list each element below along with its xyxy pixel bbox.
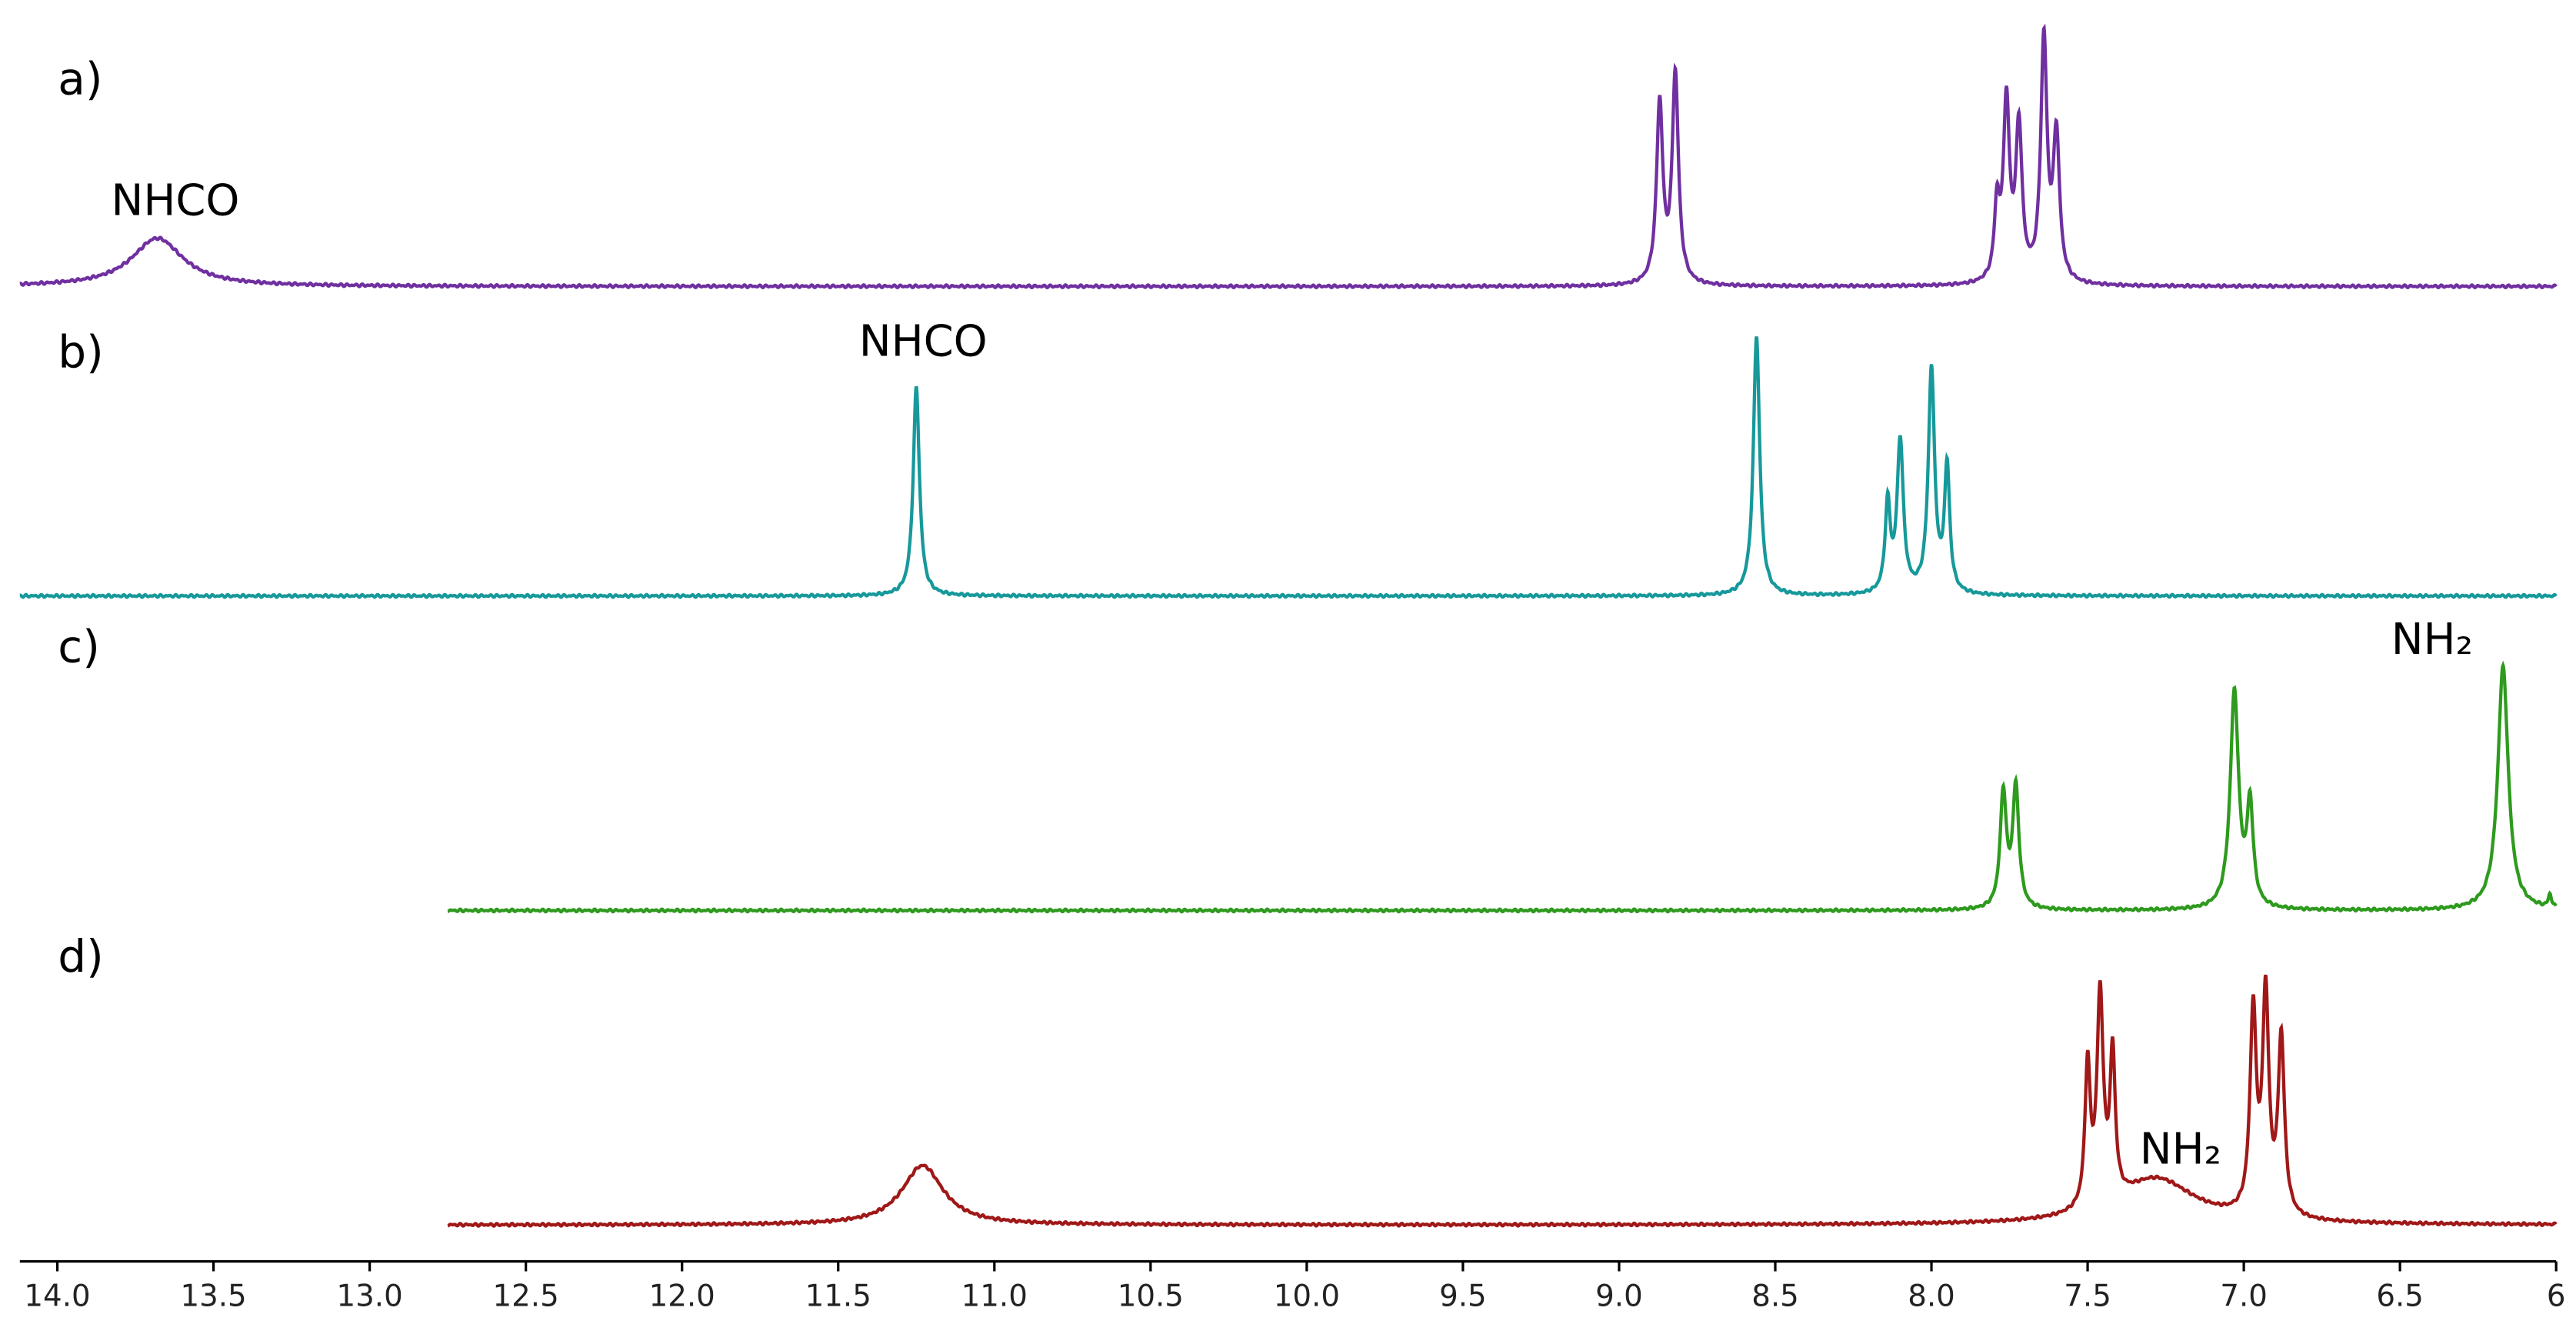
x-tick-label: 12.5 [493,1279,559,1314]
panel-label: b) [58,326,104,379]
peak-annotation: NHCO [112,176,240,226]
x-tick-label: 11.0 [961,1279,1028,1314]
panel-label: a) [58,53,102,105]
x-tick-label: 13.5 [180,1279,246,1314]
x-tick-label: 13.0 [337,1279,403,1314]
x-tick-label: 11.5 [805,1279,871,1314]
x-tick-label: 12.0 [649,1279,715,1314]
x-tick-label: 8.0 [1908,1279,1955,1314]
x-tick-label: 10.5 [1118,1279,1184,1314]
x-tick-label: 7.5 [2064,1279,2111,1314]
peak-annotation: NH₂ [2391,615,2473,665]
panel-label: c) [58,621,100,673]
x-tick-label: 7.0 [2220,1279,2268,1314]
x-tick-label: 9.5 [1439,1279,1487,1314]
x-tick-label: 6 [2547,1279,2566,1314]
spectrum [447,974,2558,1228]
x-tick-label: 14.0 [24,1279,90,1314]
spectrum [19,336,2558,599]
x-tick-label: 8.5 [1751,1279,1799,1314]
spectrum [19,23,2558,290]
spectrum [447,660,2558,914]
x-tick-label: 9.0 [1595,1279,1643,1314]
peak-annotation: NH₂ [2140,1125,2221,1175]
x-tick-label: 10.0 [1274,1279,1340,1314]
x-tick-label: 6.5 [2376,1279,2424,1314]
peak-annotation: NHCO [859,317,988,367]
panel-label: d) [58,930,104,982]
